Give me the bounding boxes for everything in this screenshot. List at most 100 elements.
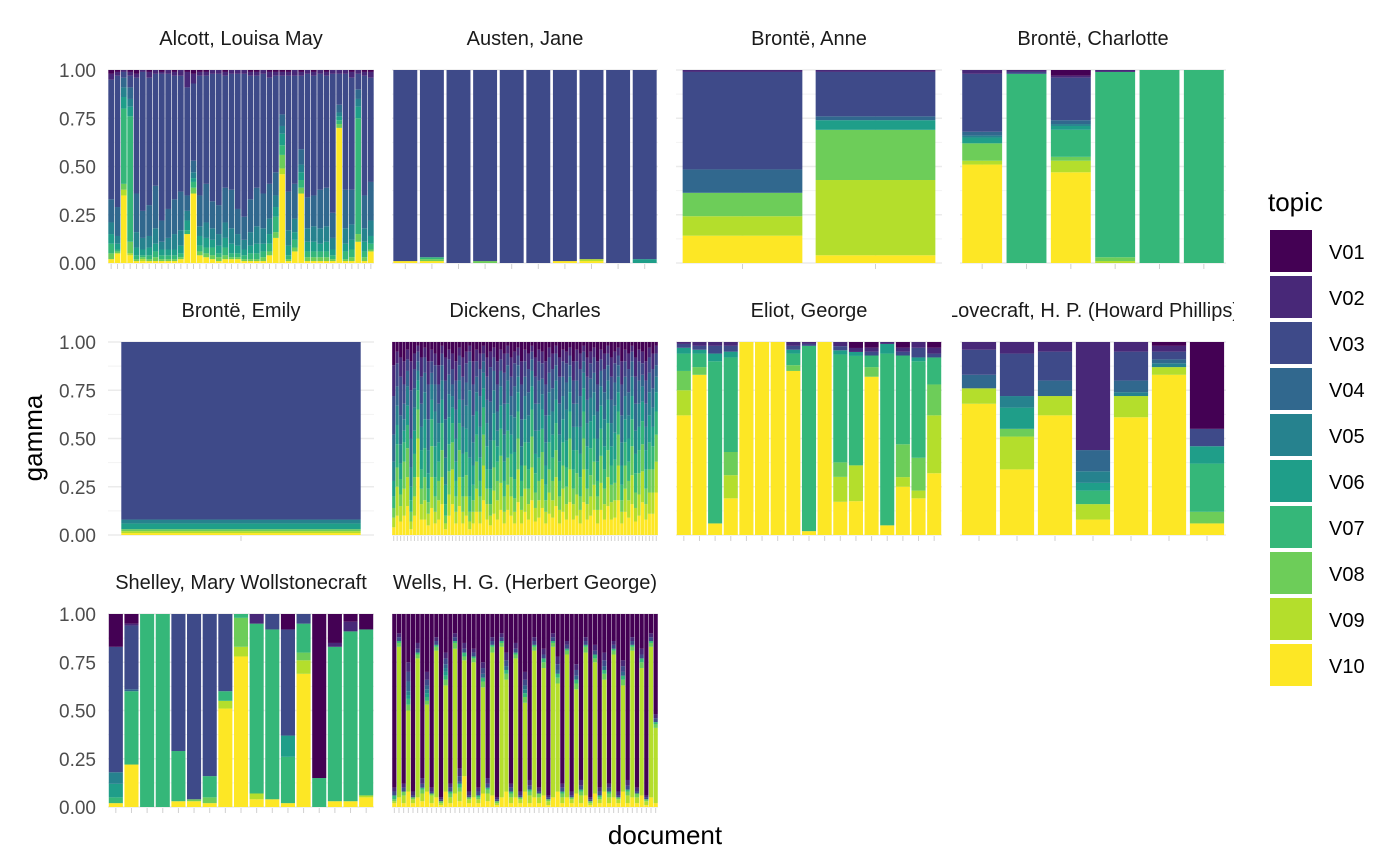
segment-v09 [420,793,425,802]
segment-v07 [564,648,570,651]
segment-v04 [317,189,324,229]
segment-v03 [999,353,1035,397]
segment-v10 [304,261,311,263]
segment-v10 [490,795,495,807]
segment-v07 [450,423,455,443]
segment-v09 [609,502,613,520]
segment-v08 [462,656,467,661]
segment-v02 [644,361,648,381]
legend-item-v07: V07 [1270,506,1365,548]
segment-v09 [537,500,541,518]
segment-v09 [574,689,579,794]
segment-v08 [480,681,486,688]
segment-v07 [272,216,279,233]
segment-v09 [249,793,264,800]
segment-v03 [202,614,217,777]
segment-v10 [253,261,260,263]
segment-v01 [475,342,479,350]
segment-v08 [133,259,140,262]
segment-v09 [405,477,410,507]
segment-v04 [190,160,197,173]
segment-v03 [606,353,610,366]
segment-v10 [190,193,197,263]
facet-strip-label: Wells, H. G. (Herbert George) [393,572,657,594]
segment-v08 [310,257,317,262]
segment-v03 [416,351,420,362]
segment-v07 [620,484,624,501]
segment-v03 [279,75,286,115]
segment-v03 [801,343,817,346]
segment-v04 [1113,380,1149,393]
segment-v02 [253,71,260,76]
segment-v06 [423,419,427,449]
segment-v09 [494,803,500,806]
segment-v07 [633,473,638,493]
segment-v07 [833,354,848,463]
segment-v02 [447,349,451,360]
segment-v05 [260,228,267,244]
segment-v08 [121,529,361,532]
segment-v10 [399,521,403,535]
segment-v10 [623,511,627,535]
segment-v09 [495,500,499,520]
segment-v02 [585,357,589,377]
segment-v02 [651,353,655,370]
segment-v09 [466,799,472,804]
segment-v05 [478,426,482,458]
segment-v09 [613,500,617,518]
segment-v08 [541,662,546,669]
segment-v01 [526,342,531,354]
segment-v09 [440,477,444,505]
segment-v10 [637,515,641,535]
segment-v03 [526,70,551,263]
segment-v04 [481,361,486,373]
bar-document-64 [609,342,613,535]
segment-v05 [568,376,572,393]
segment-v10 [606,803,612,807]
segment-v02 [575,349,579,362]
segment-v10 [1113,417,1149,535]
segment-v04 [108,199,115,223]
segment-v08 [492,467,496,491]
segment-v06 [184,220,191,231]
bar-document-3 [1050,70,1091,263]
segment-v03 [405,359,410,371]
segment-v03 [502,372,506,404]
segment-v03 [146,77,153,206]
segment-v10 [786,370,801,535]
bar-document-26 [508,614,514,807]
segment-v04 [575,380,579,404]
segment-v02 [1113,342,1149,352]
segment-v08 [447,471,451,495]
segment-v09 [606,477,610,507]
segment-v06 [627,438,631,462]
segment-v07 [540,428,544,453]
segment-v06 [481,388,486,408]
segment-v08 [481,434,486,466]
bar-document-41 [361,70,368,263]
segment-v04 [447,374,451,395]
segment-v03 [564,363,569,383]
segment-v05 [279,125,286,134]
segment-v03 [433,365,437,385]
segment-v07 [647,442,651,470]
bar-document-25 [504,614,509,807]
segment-v01 [654,342,658,346]
segment-v03 [864,351,879,356]
bar-document-3 [120,70,127,263]
segment-v04 [461,399,465,427]
segment-v05 [342,228,349,244]
segment-v04 [623,376,627,397]
segment-v03 [620,384,624,416]
segment-v05 [651,407,655,427]
segment-v05 [209,228,216,240]
segment-v02 [466,791,472,796]
segment-v08 [401,791,406,796]
segment-v02 [537,349,541,362]
segment-v08 [962,143,1003,161]
bar-document-52 [630,614,635,807]
segment-v05 [564,409,569,441]
bar-document-13 [448,614,453,807]
segment-v09 [557,509,562,524]
segment-v04 [1037,380,1073,397]
